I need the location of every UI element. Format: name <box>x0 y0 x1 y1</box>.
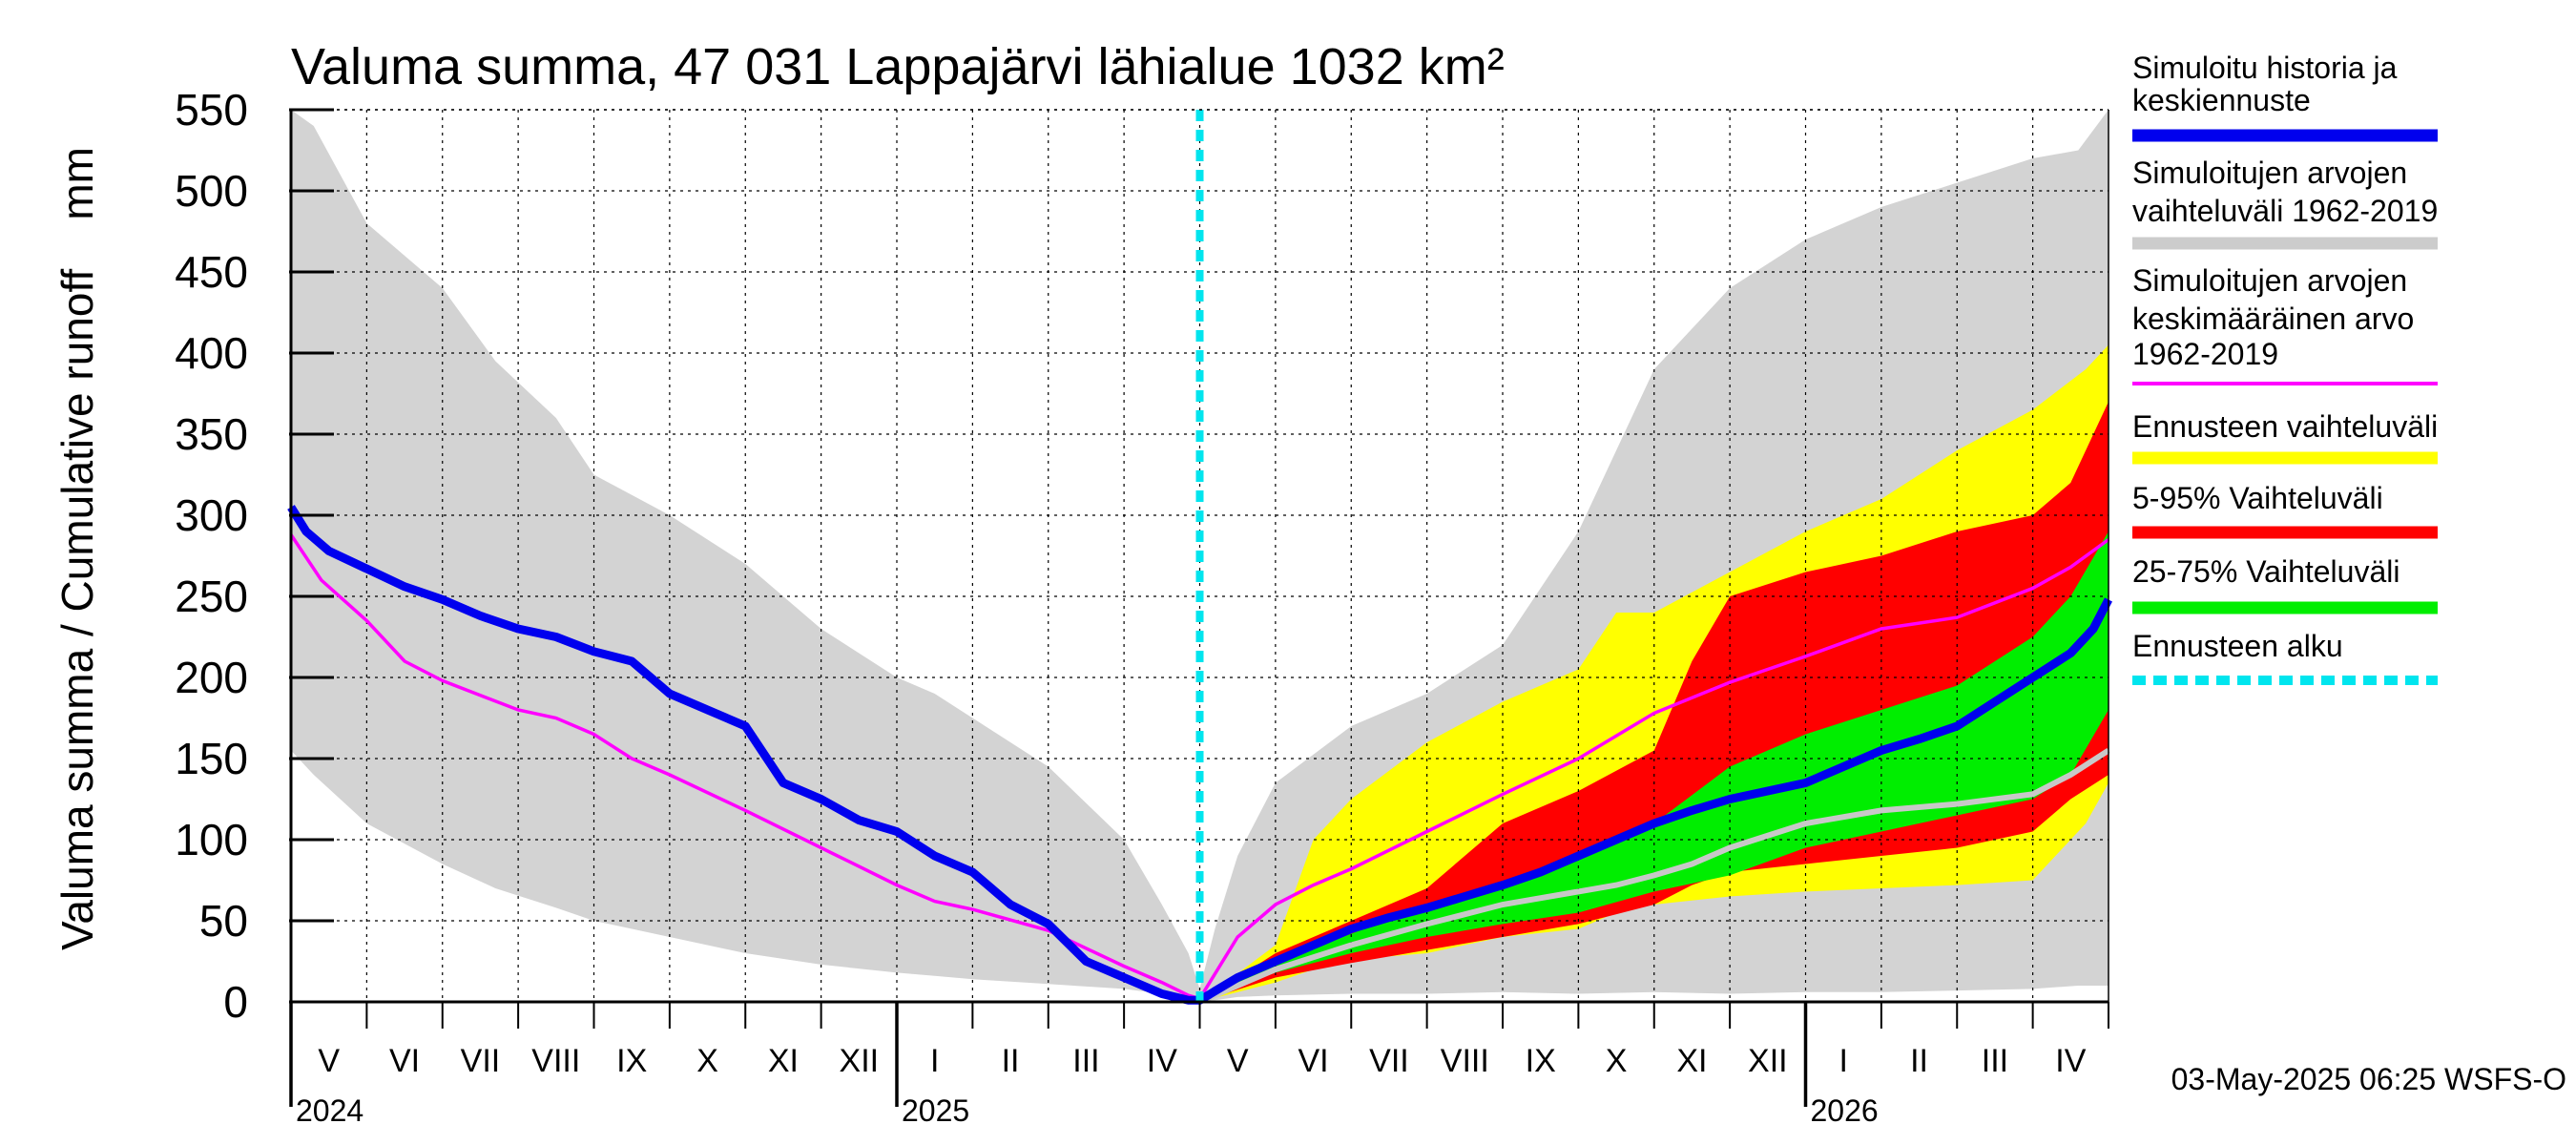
y-tick-label-5: 250 <box>175 572 248 621</box>
x-month-label-23: IV <box>2055 1043 2086 1079</box>
legend-label-1-0: Simuloitujen arvojen <box>2132 156 2407 190</box>
x-month-label-7: XII <box>840 1043 880 1079</box>
x-year-label-1: 2025 <box>902 1093 969 1128</box>
y-tick-label-11: 550 <box>175 85 248 135</box>
y-tick-label-0: 0 <box>223 977 248 1027</box>
x-month-label-14: VII <box>1369 1043 1409 1079</box>
y-tick-label-6: 300 <box>175 490 248 540</box>
legend-label-1-1: vaihteluväli 1962-2019 <box>2132 194 2438 228</box>
y-tick-label-10: 500 <box>175 166 248 216</box>
legend-label-2-0: Simuloitujen arvojen <box>2132 263 2407 298</box>
x-month-label-22: III <box>1982 1043 2008 1079</box>
legend-label-0-0: Simuloitu historia ja <box>2132 51 2398 85</box>
line-historical-mean <box>289 533 2110 1001</box>
legend-label-4-0: 5-95% Vaihteluväli <box>2132 481 2383 515</box>
x-month-label-9: II <box>1002 1043 1020 1079</box>
legend-label-2-2: 1962-2019 <box>2132 337 2278 371</box>
line-forecast-median <box>1198 747 2110 1005</box>
x-month-label-11: IV <box>1147 1043 1177 1079</box>
x-month-label-13: VI <box>1298 1043 1329 1079</box>
y-tick-label-9: 450 <box>175 247 248 297</box>
y-axis-ticks: 0 50 100 150 200 250 300 350 400 450 500 550 <box>175 85 334 1027</box>
x-month-label-0: V <box>318 1043 340 1079</box>
x-axis-month-labels: V VI VII VIII IX X XI XII I II III IV V VI VII VIII IX X X… <box>289 1002 2109 1128</box>
chart-title: Valuma summa, 47 031 Lappajärvi lähialue… <box>291 38 1505 95</box>
legend-label-0-1: keskiennuste <box>2132 83 2311 117</box>
x-month-label-1: VI <box>389 1043 420 1079</box>
y-axis-label: Valuma summa / Cumulative runoff mm <box>52 147 102 950</box>
x-month-label-2: VII <box>461 1043 501 1079</box>
x-month-label-19: XII <box>1748 1043 1788 1079</box>
y-tick-label-8: 400 <box>175 328 248 378</box>
y-tick-label-7: 350 <box>175 409 248 459</box>
y-tick-label-1: 50 <box>199 896 248 946</box>
x-month-label-15: VIII <box>1441 1043 1489 1079</box>
x-month-label-17: X <box>1606 1043 1628 1079</box>
legend-label-6-0: Ennusteen alku <box>2132 629 2343 663</box>
x-month-label-16: IX <box>1526 1043 1556 1079</box>
x-month-label-18: XI <box>1676 1043 1707 1079</box>
y-tick-label-2: 100 <box>175 815 248 864</box>
y-tick-label-3: 150 <box>175 734 248 783</box>
x-month-label-6: XI <box>768 1043 799 1079</box>
y-tick-label-4: 200 <box>175 653 248 702</box>
x-month-label-8: I <box>930 1043 939 1079</box>
x-month-label-5: X <box>696 1043 718 1079</box>
band-25-75-percent <box>1199 531 2109 1002</box>
x-month-label-10: III <box>1072 1043 1099 1079</box>
x-month-label-3: VIII <box>531 1043 580 1079</box>
x-month-label-20: I <box>1839 1043 1847 1079</box>
x-year-label-2: 2026 <box>1811 1093 1879 1128</box>
x-month-label-4: IX <box>616 1043 647 1079</box>
legend-label-3-0: Ennusteen vaihteluväli <box>2132 409 2438 444</box>
plot-lines <box>287 110 2112 1005</box>
x-month-label-21: II <box>1910 1043 1928 1079</box>
line-simulated-forecast <box>287 505 2112 1005</box>
x-year-label-0: 2024 <box>296 1093 364 1128</box>
legend-label-5-0: 25-75% Vaihteluväli <box>2132 554 2399 589</box>
footer-timestamp: 03-May-2025 06:25 WSFS-O <box>2171 1062 2566 1096</box>
x-month-label-12: V <box>1227 1043 1249 1079</box>
legend-label-2-1: keskimääräinen arvo <box>2132 302 2414 336</box>
